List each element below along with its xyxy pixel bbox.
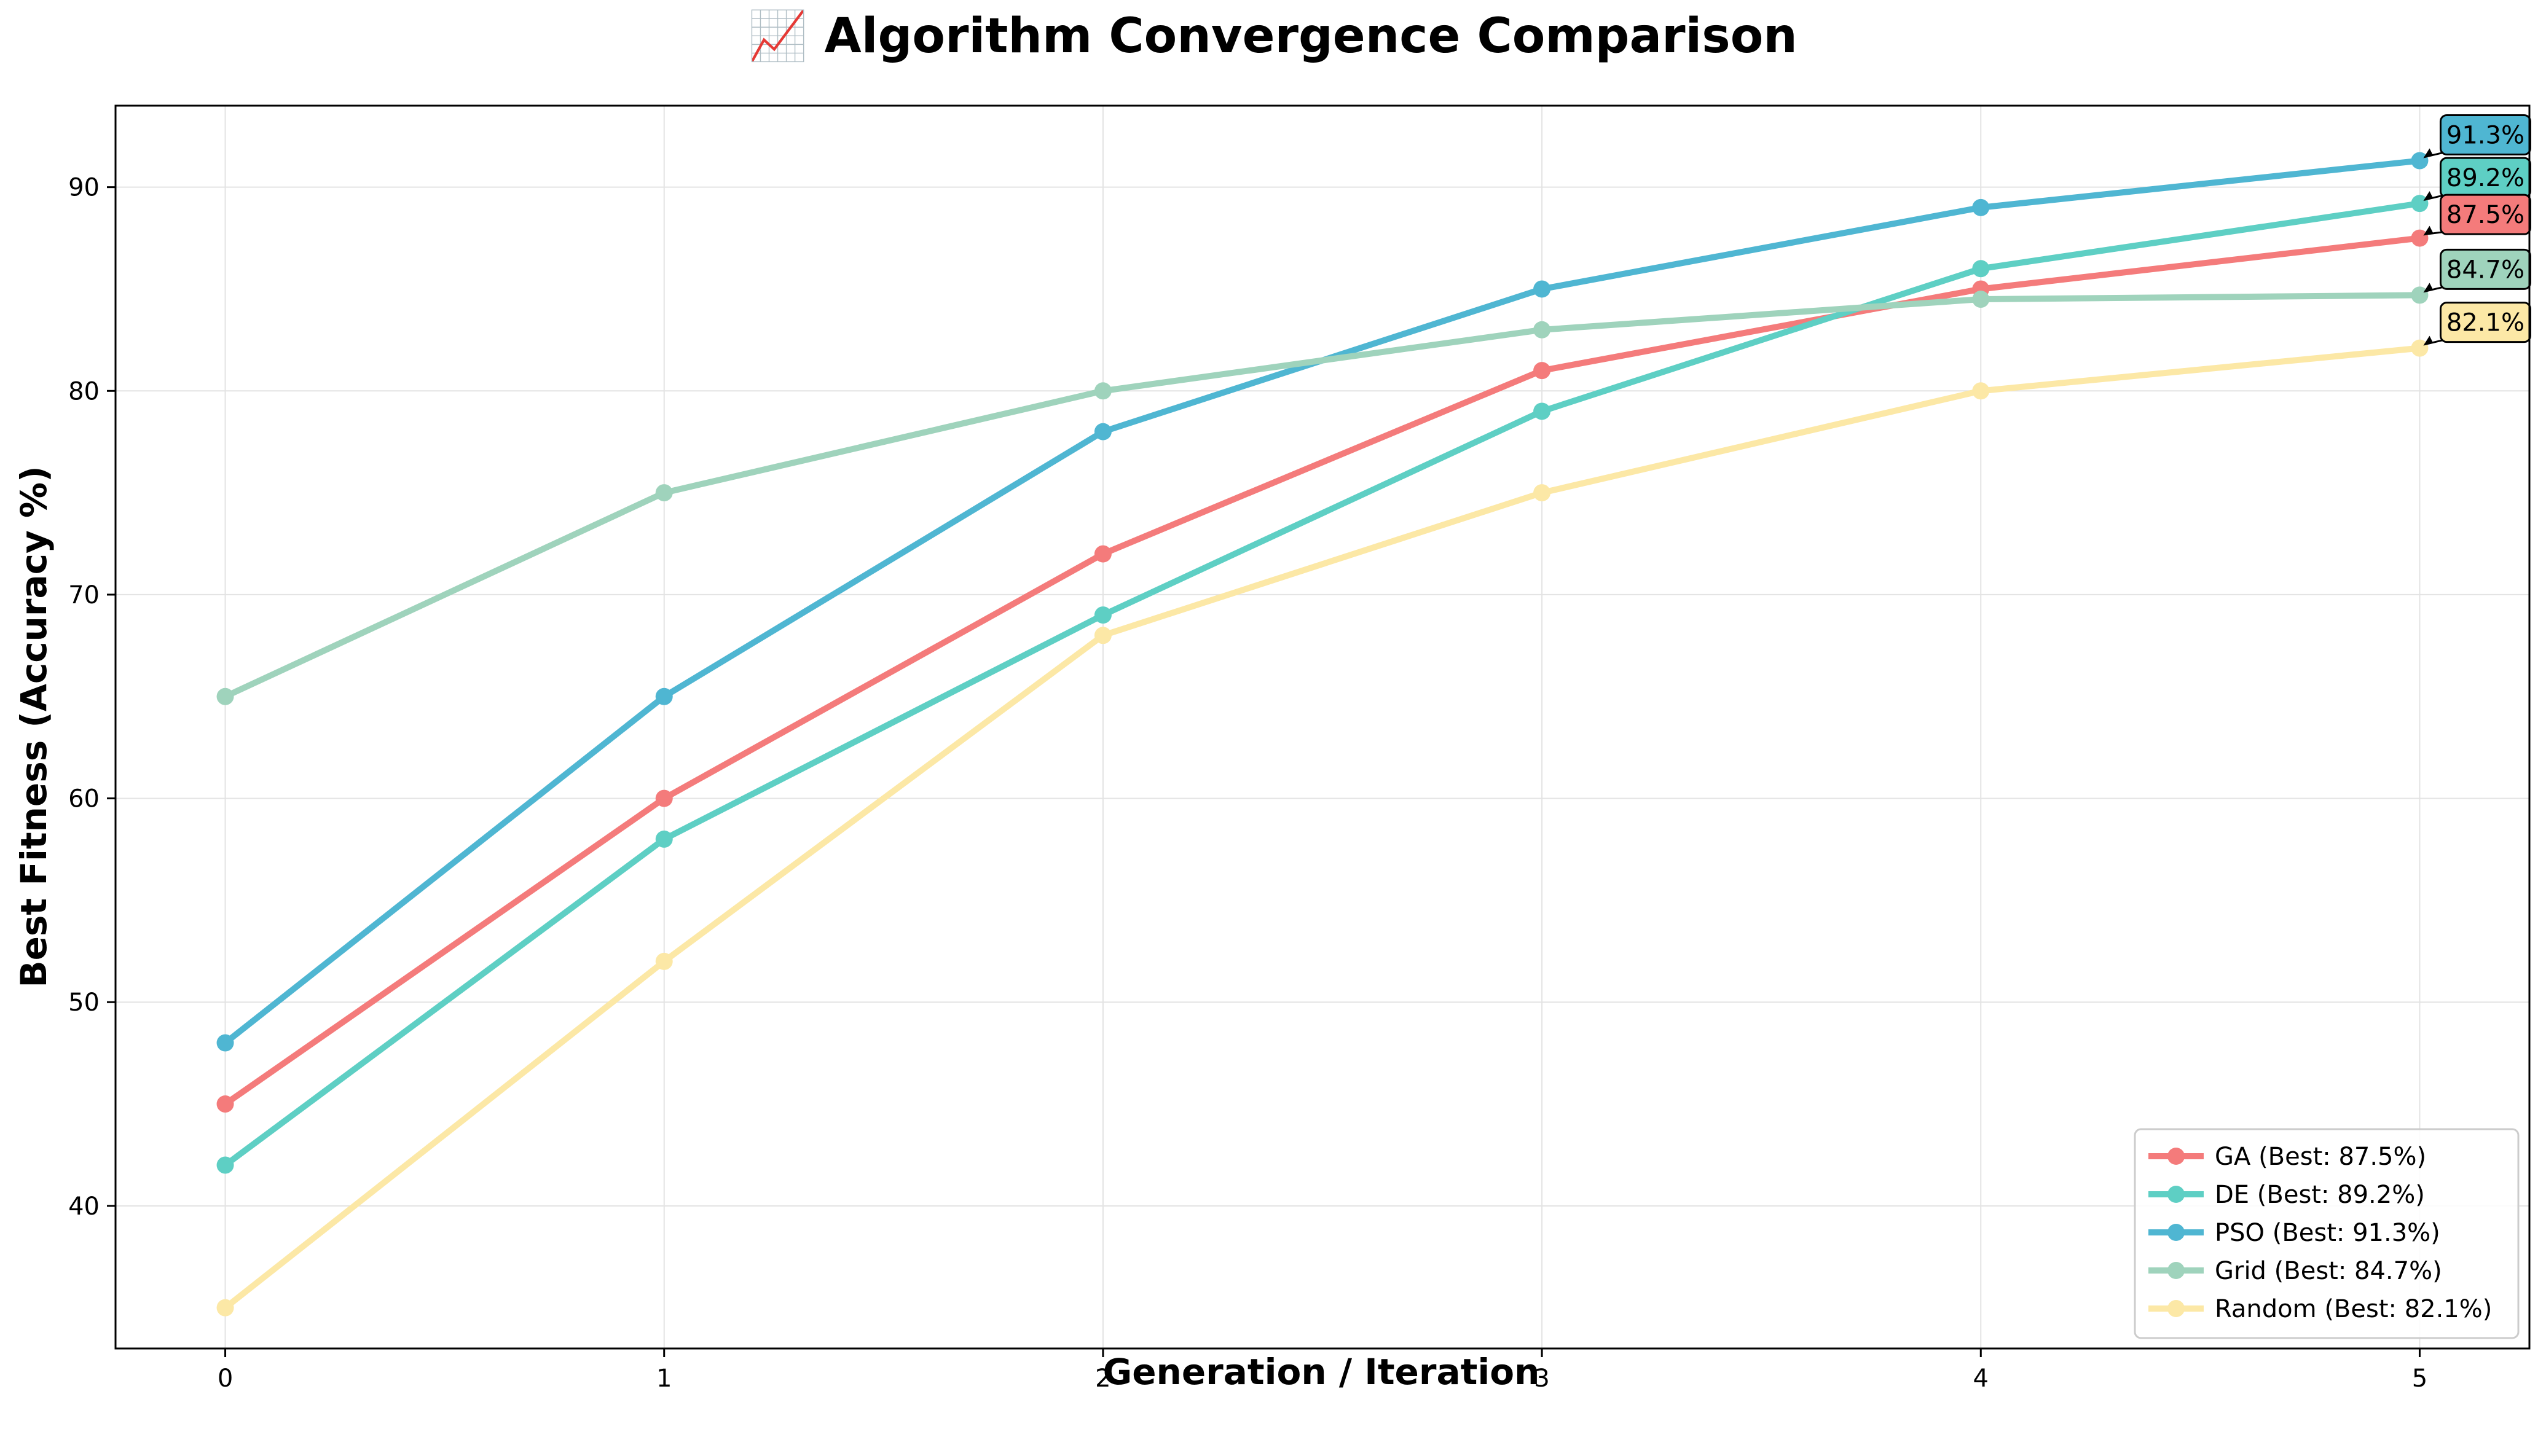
annotation-grid: 84.7% bbox=[2423, 248, 2531, 293]
annotation-label: 91.3% bbox=[2446, 122, 2524, 150]
x-axis-ticks: 0 1 2 3 4 5 bbox=[218, 1348, 2427, 1393]
data-point-random bbox=[216, 1299, 234, 1317]
data-point-pso bbox=[1972, 198, 1990, 216]
chart-title: 📈 Algorithm Convergence Comparison bbox=[748, 9, 1798, 64]
x-axis-label: Generation / Iteration bbox=[1103, 1351, 1540, 1393]
legend-item-random: Random (Best: 82.1%) bbox=[2148, 1295, 2492, 1323]
series-grid bbox=[216, 286, 2429, 705]
legend-swatch-marker bbox=[2167, 1300, 2185, 1317]
data-point-random bbox=[1972, 382, 1990, 400]
arrowhead-icon bbox=[2423, 191, 2434, 202]
legend-label: Random (Best: 82.1%) bbox=[2215, 1295, 2492, 1323]
legend-swatch-marker bbox=[2167, 1186, 2185, 1203]
data-point-random bbox=[2411, 339, 2429, 357]
series-lines bbox=[216, 152, 2429, 1317]
series-pso bbox=[216, 152, 2429, 1052]
data-point-grid bbox=[1533, 321, 1551, 339]
x-tick-label: 4 bbox=[1973, 1364, 1989, 1393]
annotations: 91.3% 89.2% 87.5% 84.7% 82.1% bbox=[2423, 114, 2531, 346]
legend: GA (Best: 87.5%) DE (Best: 89.2%) PSO (Bes… bbox=[2134, 1128, 2520, 1339]
y-tick-label: 60 bbox=[68, 785, 100, 813]
arrowhead-icon bbox=[2423, 335, 2434, 346]
data-point-grid bbox=[2411, 286, 2429, 304]
series-random bbox=[216, 339, 2429, 1317]
data-point-de bbox=[1094, 606, 1112, 624]
annotation-random: 82.1% bbox=[2423, 302, 2531, 346]
y-tick-label: 40 bbox=[68, 1192, 100, 1221]
series-ga bbox=[216, 229, 2429, 1113]
x-tick-label: 0 bbox=[218, 1364, 233, 1393]
data-point-de bbox=[655, 830, 673, 848]
x-tick-label: 5 bbox=[2412, 1364, 2427, 1393]
grid-lines bbox=[116, 106, 2529, 1348]
data-point-grid bbox=[216, 687, 234, 705]
data-point-ga bbox=[2411, 229, 2429, 247]
legend-box bbox=[2134, 1128, 2520, 1339]
data-point-random bbox=[1094, 627, 1112, 644]
data-point-de bbox=[1972, 260, 1990, 278]
legend-label: Grid (Best: 84.7%) bbox=[2215, 1257, 2442, 1285]
data-point-de bbox=[1533, 402, 1551, 420]
legend-swatch-marker bbox=[2167, 1262, 2185, 1279]
arrowhead-icon bbox=[2423, 225, 2434, 236]
data-point-grid bbox=[1094, 382, 1112, 400]
plot-frame bbox=[114, 104, 2531, 1350]
data-point-pso bbox=[216, 1034, 234, 1052]
legend-swatch-marker bbox=[2167, 1148, 2185, 1165]
legend-label: DE (Best: 89.2%) bbox=[2215, 1181, 2425, 1209]
data-point-grid bbox=[655, 484, 673, 502]
data-point-ga bbox=[1533, 362, 1551, 380]
y-axis-ticks: 40 50 60 70 80 90 bbox=[68, 174, 116, 1221]
series-line-de bbox=[222, 200, 2423, 1168]
arrowhead-icon bbox=[2423, 148, 2434, 159]
data-point-ga bbox=[216, 1095, 234, 1113]
series-de bbox=[216, 195, 2429, 1174]
y-tick-label: 70 bbox=[68, 581, 100, 609]
legend-item-grid: Grid (Best: 84.7%) bbox=[2148, 1257, 2442, 1285]
data-point-random bbox=[1533, 484, 1551, 502]
x-tick-label: 1 bbox=[656, 1364, 672, 1393]
x-tick-label: 2 bbox=[1095, 1364, 1110, 1393]
data-point-de bbox=[216, 1156, 234, 1174]
data-point-pso bbox=[1533, 280, 1551, 298]
y-tick-label: 50 bbox=[68, 988, 100, 1017]
data-point-pso bbox=[2411, 152, 2429, 170]
annotation-label: 84.7% bbox=[2446, 256, 2524, 284]
data-point-pso bbox=[1094, 423, 1112, 440]
y-tick-label: 90 bbox=[68, 174, 100, 202]
data-point-grid bbox=[1972, 291, 1990, 308]
annotation-label: 89.2% bbox=[2446, 164, 2524, 192]
annotation-pso: 91.3% bbox=[2423, 114, 2531, 159]
data-point-pso bbox=[655, 687, 673, 705]
series-line-random bbox=[222, 345, 2423, 1311]
annotation-ga: 87.5% bbox=[2423, 194, 2531, 236]
legend-label: GA (Best: 87.5%) bbox=[2215, 1143, 2426, 1171]
data-point-ga bbox=[655, 789, 673, 807]
legend-item-ga: GA (Best: 87.5%) bbox=[2148, 1143, 2426, 1171]
data-point-random bbox=[655, 952, 673, 970]
series-line-grid bbox=[222, 292, 2423, 700]
annotation-label: 87.5% bbox=[2446, 201, 2524, 229]
data-point-de bbox=[2411, 195, 2429, 213]
legend-label: PSO (Best: 91.3%) bbox=[2215, 1219, 2440, 1247]
arrowhead-icon bbox=[2423, 283, 2434, 293]
data-point-ga bbox=[1094, 545, 1112, 563]
legend-swatch-marker bbox=[2167, 1224, 2185, 1241]
annotation-label: 82.1% bbox=[2446, 309, 2524, 337]
series-line-ga bbox=[222, 235, 2423, 1108]
x-tick-label: 3 bbox=[1534, 1364, 1549, 1393]
legend-item-de: DE (Best: 89.2%) bbox=[2148, 1181, 2425, 1209]
legend-item-pso: PSO (Best: 91.3%) bbox=[2148, 1219, 2440, 1247]
series-line-pso bbox=[222, 157, 2423, 1046]
y-axis-label: Best Fitness (Accuracy %) bbox=[13, 466, 55, 987]
y-tick-label: 80 bbox=[68, 377, 100, 405]
